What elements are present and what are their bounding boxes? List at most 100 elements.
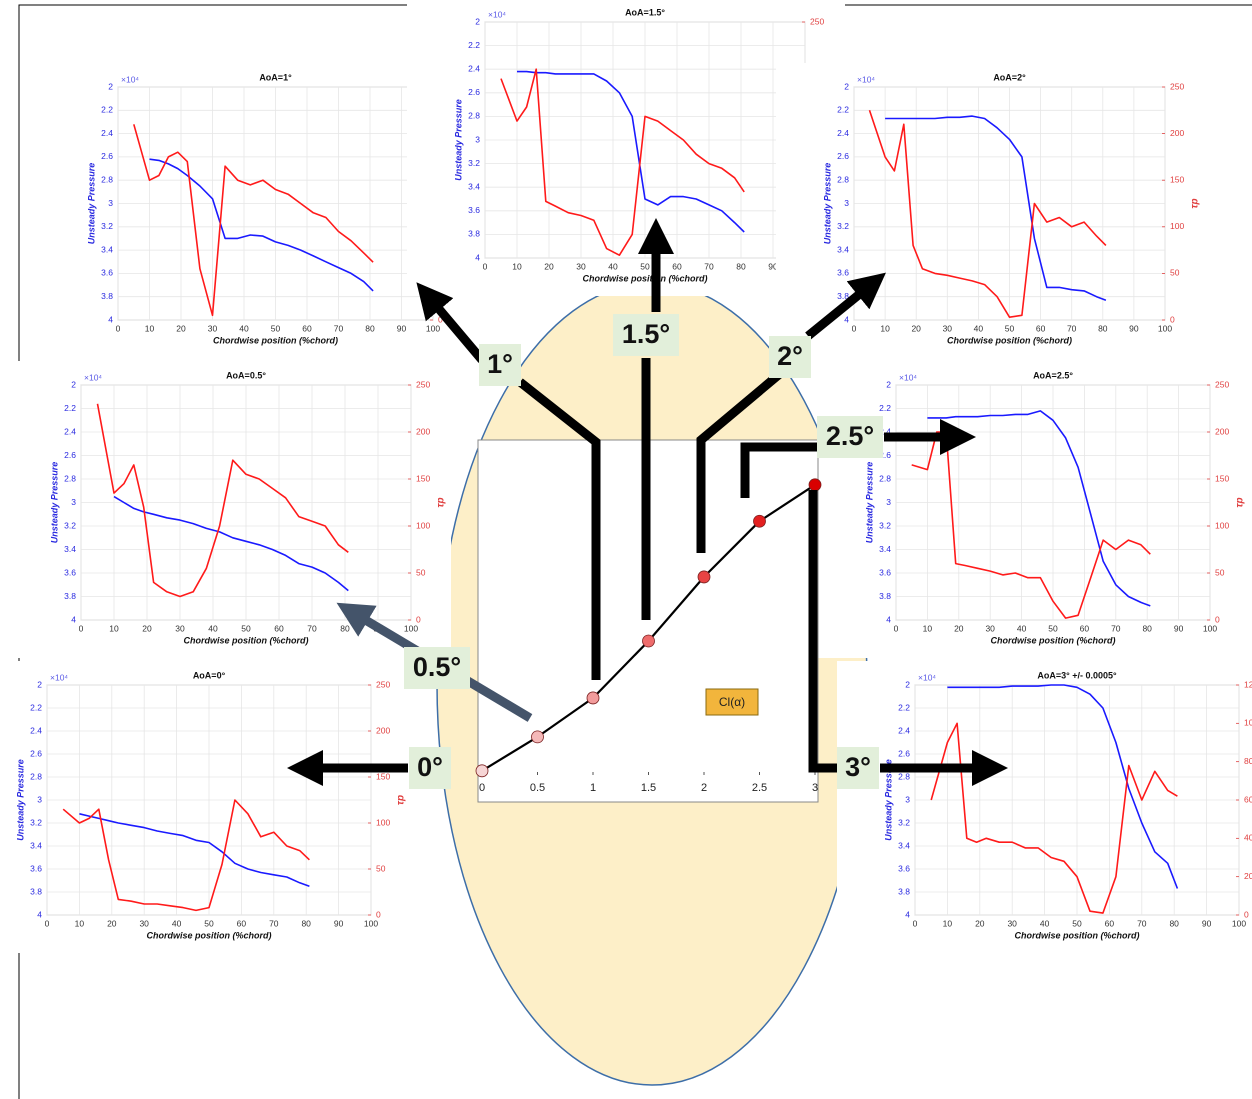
x-tick-label: 0: [45, 918, 50, 928]
y-tick-label: 2.4: [30, 725, 42, 735]
x-tick-label: 0: [479, 782, 485, 794]
y-tick-label: 2.4: [837, 128, 849, 138]
y-tick-label: 3.4: [64, 544, 76, 554]
x-tick-label: 0: [483, 261, 488, 271]
x-tick-label: 30: [1007, 918, 1017, 928]
x-tick-label: 10: [943, 918, 953, 928]
y-tick-label: 3.6: [468, 205, 480, 215]
series-line: [911, 431, 1151, 619]
y-tick-label: 2: [886, 379, 891, 389]
y-tick-label: 4: [71, 614, 76, 624]
x-tick-label: 50: [1072, 918, 1082, 928]
connector: [696, 368, 785, 553]
x-tick-label: 40: [1040, 918, 1050, 928]
x-tick-label: 70: [1111, 623, 1121, 633]
y-tick-label: 2.8: [64, 473, 76, 483]
arrow: [416, 282, 486, 363]
y-tick-label: 2.4: [64, 426, 76, 436]
y2-tick-label: 150: [1215, 473, 1229, 483]
y2-tick-label: 200: [1215, 426, 1229, 436]
x-tick-label: 70: [307, 623, 317, 633]
x-tick-label: 0: [852, 323, 857, 333]
cl-point: [531, 730, 544, 744]
y-tick-label: 3.2: [898, 817, 910, 827]
y-tick-label: 3.8: [898, 886, 910, 896]
angle-label: 2.5°: [826, 421, 874, 451]
x-tick-label: 80: [301, 918, 311, 928]
x-tick-label: 20: [975, 918, 985, 928]
y-axis-label: Unsteady Pressure: [453, 99, 463, 181]
y-tick-label: 2.2: [101, 105, 113, 115]
angle-box: [769, 336, 811, 378]
y-tick-label: 2.4: [898, 725, 910, 735]
x-tick-label: 30: [943, 323, 953, 333]
y2-tick-label: 100: [1244, 718, 1252, 728]
x-tick-label: 80: [1169, 918, 1179, 928]
y-tick-label: 2.8: [837, 174, 849, 184]
y-tick-label: 3.8: [101, 291, 113, 301]
x-tick-label: 10: [923, 623, 933, 633]
x-tick-label: 60: [1080, 623, 1090, 633]
y-exponent: ×10⁴: [121, 74, 139, 84]
y-tick-label: 2: [108, 81, 113, 91]
x-tick-label: 80: [1098, 323, 1108, 333]
y-exponent: ×10⁴: [918, 672, 936, 682]
series-line: [96, 403, 349, 598]
y-tick-label: 3.6: [898, 863, 910, 873]
y-tick-label: 3.6: [101, 268, 113, 278]
y-tick-label: 3.2: [64, 520, 76, 530]
y2-tick-label: 150: [1170, 174, 1184, 184]
cl-point: [642, 634, 655, 648]
y2-tick-label: 100: [1215, 520, 1229, 530]
y-tick-label: 3: [886, 497, 891, 507]
y2-tick-label: 60: [1244, 794, 1252, 804]
arrows: [287, 218, 1008, 786]
y-tick-label: 2.8: [468, 111, 480, 121]
y-tick-label: 2.6: [879, 450, 891, 460]
y-tick-label: 3: [108, 198, 113, 208]
side-charts: 0 10 20 30 40 50 60 70 80 90 10022.22.42.62.833.23…: [15, 7, 1252, 941]
cl-point: [475, 764, 489, 778]
y-tick-label: 3: [37, 794, 42, 804]
y2-tick-label: 50: [1215, 567, 1225, 577]
y-tick-label: 2.6: [468, 87, 480, 97]
y-tick-label: 3.4: [879, 544, 891, 554]
x-tick-label: 90: [397, 323, 407, 333]
y-tick-label: 3.4: [898, 840, 910, 850]
y-tick-label: 2.2: [879, 403, 891, 413]
connector: [517, 378, 601, 680]
y2-tick-label: 20: [1244, 871, 1252, 881]
y-tick-label: 4: [905, 909, 910, 919]
y2-tick-label: 0: [1170, 314, 1175, 324]
y-tick-label: 2.6: [837, 151, 849, 161]
legend-box: [705, 688, 759, 716]
x-tick-label: 40: [608, 261, 618, 271]
angle-label: 3°: [845, 752, 871, 782]
x-tick-label: 2: [701, 782, 707, 794]
x-tick-label: 60: [274, 623, 284, 633]
y-tick-label: 2.2: [30, 702, 42, 712]
x-tick-label: 10: [880, 323, 890, 333]
y-axis-label: Unsteady Pressure: [49, 462, 59, 544]
y-tick-label: 4: [37, 909, 42, 919]
y-tick-label: 3.6: [30, 863, 42, 873]
x-tick-label: 1.5: [641, 782, 656, 794]
y2-tick-label: 250: [1170, 81, 1184, 91]
x-tick-label: 30: [175, 623, 185, 633]
y2-tick-label: 150: [376, 771, 390, 781]
x-tick-label: 100: [1203, 623, 1217, 633]
y-axis-label: Unsteady Pressure: [15, 759, 25, 841]
y2-tick-label: 0: [1244, 909, 1249, 919]
angle-box: [404, 647, 470, 689]
y-tick-label: 3: [905, 794, 910, 804]
x-tick-label: 70: [334, 323, 344, 333]
y-tick-label: 2.4: [879, 426, 891, 436]
y2-tick-label: 120: [1244, 679, 1252, 689]
x-tick-label: 30: [576, 261, 586, 271]
connector: [740, 442, 818, 498]
x-tick-label: 100: [1158, 323, 1172, 333]
x-tick-label: 50: [640, 261, 650, 271]
y2-tick-label: 200: [416, 426, 430, 436]
y-tick-label: 2.8: [101, 174, 113, 184]
